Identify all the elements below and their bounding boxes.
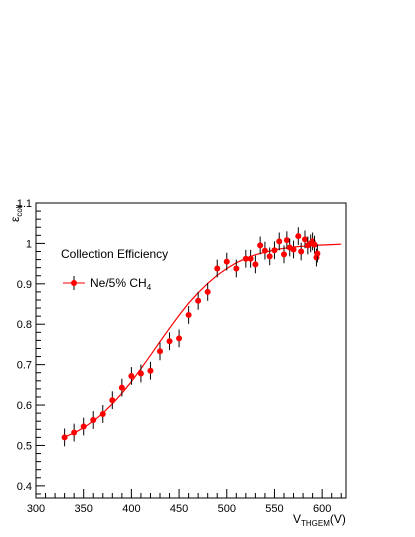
y-tick-label: 0.5	[17, 440, 32, 452]
data-point	[290, 246, 297, 253]
y-tick-label: 0.7	[17, 360, 32, 372]
data-point	[276, 238, 283, 245]
data-point	[257, 242, 264, 249]
data-point	[61, 434, 68, 441]
x-axis: 300 350 400 450 500 550 600	[27, 489, 342, 515]
data-point	[176, 335, 183, 342]
legend-entry-label: Ne/5% CH4	[90, 276, 152, 292]
data-point	[301, 236, 308, 243]
data-point	[128, 372, 135, 379]
data-point	[80, 423, 87, 430]
data-point	[314, 250, 321, 257]
data-point	[242, 255, 249, 262]
x-tick-label: 450	[170, 503, 188, 515]
data-point	[214, 265, 221, 272]
data-point	[261, 247, 268, 254]
data-point	[195, 297, 202, 304]
data-point	[271, 247, 278, 254]
y-axis-title: εcoll	[8, 204, 24, 222]
legend: Collection Efficiency Ne/5% CH4	[61, 247, 168, 292]
data-point	[109, 397, 116, 404]
data-point	[298, 248, 305, 255]
plot-frame	[35, 202, 347, 499]
data-point	[71, 429, 78, 436]
data-point	[147, 367, 154, 374]
data-point	[90, 417, 97, 424]
data-points	[61, 227, 321, 447]
y-tick-label: 0.9	[17, 279, 32, 291]
x-tick-label: 350	[75, 503, 93, 515]
data-point	[266, 253, 273, 260]
y-tick-label: 0.4	[17, 481, 32, 493]
data-point	[223, 258, 230, 265]
x-tick-label: 300	[27, 503, 45, 515]
y-tick-label: 1	[26, 238, 32, 250]
fit-curve	[64, 243, 342, 438]
data-point	[233, 265, 240, 272]
legend-header: Collection Efficiency	[61, 247, 168, 261]
data-point	[137, 370, 144, 377]
x-tick-label: 600	[313, 503, 331, 515]
data-point	[247, 255, 254, 262]
data-point	[99, 410, 106, 417]
data-point	[252, 261, 259, 268]
x-tick-label: 550	[265, 503, 283, 515]
y-axis: 0.4 0.5 0.6 0.7 0.8 0.9 1 1.1	[17, 198, 45, 495]
legend-point-marker	[71, 280, 77, 286]
data-point	[295, 233, 302, 240]
data-point	[185, 311, 192, 318]
data-point	[311, 241, 318, 248]
data-point	[204, 288, 211, 295]
x-tick-label: 500	[218, 503, 236, 515]
data-point	[166, 338, 173, 345]
y-tick-label: 0.6	[17, 400, 32, 412]
data-point	[157, 348, 163, 355]
y-tick-label: 0.8	[17, 319, 32, 331]
data-point	[281, 251, 287, 258]
data-point	[283, 237, 290, 244]
y-tick-label: 1.1	[17, 198, 32, 210]
x-axis-title: VTHGEM(V)	[293, 512, 346, 528]
x-tick-label: 400	[122, 503, 140, 515]
data-point	[118, 384, 125, 391]
